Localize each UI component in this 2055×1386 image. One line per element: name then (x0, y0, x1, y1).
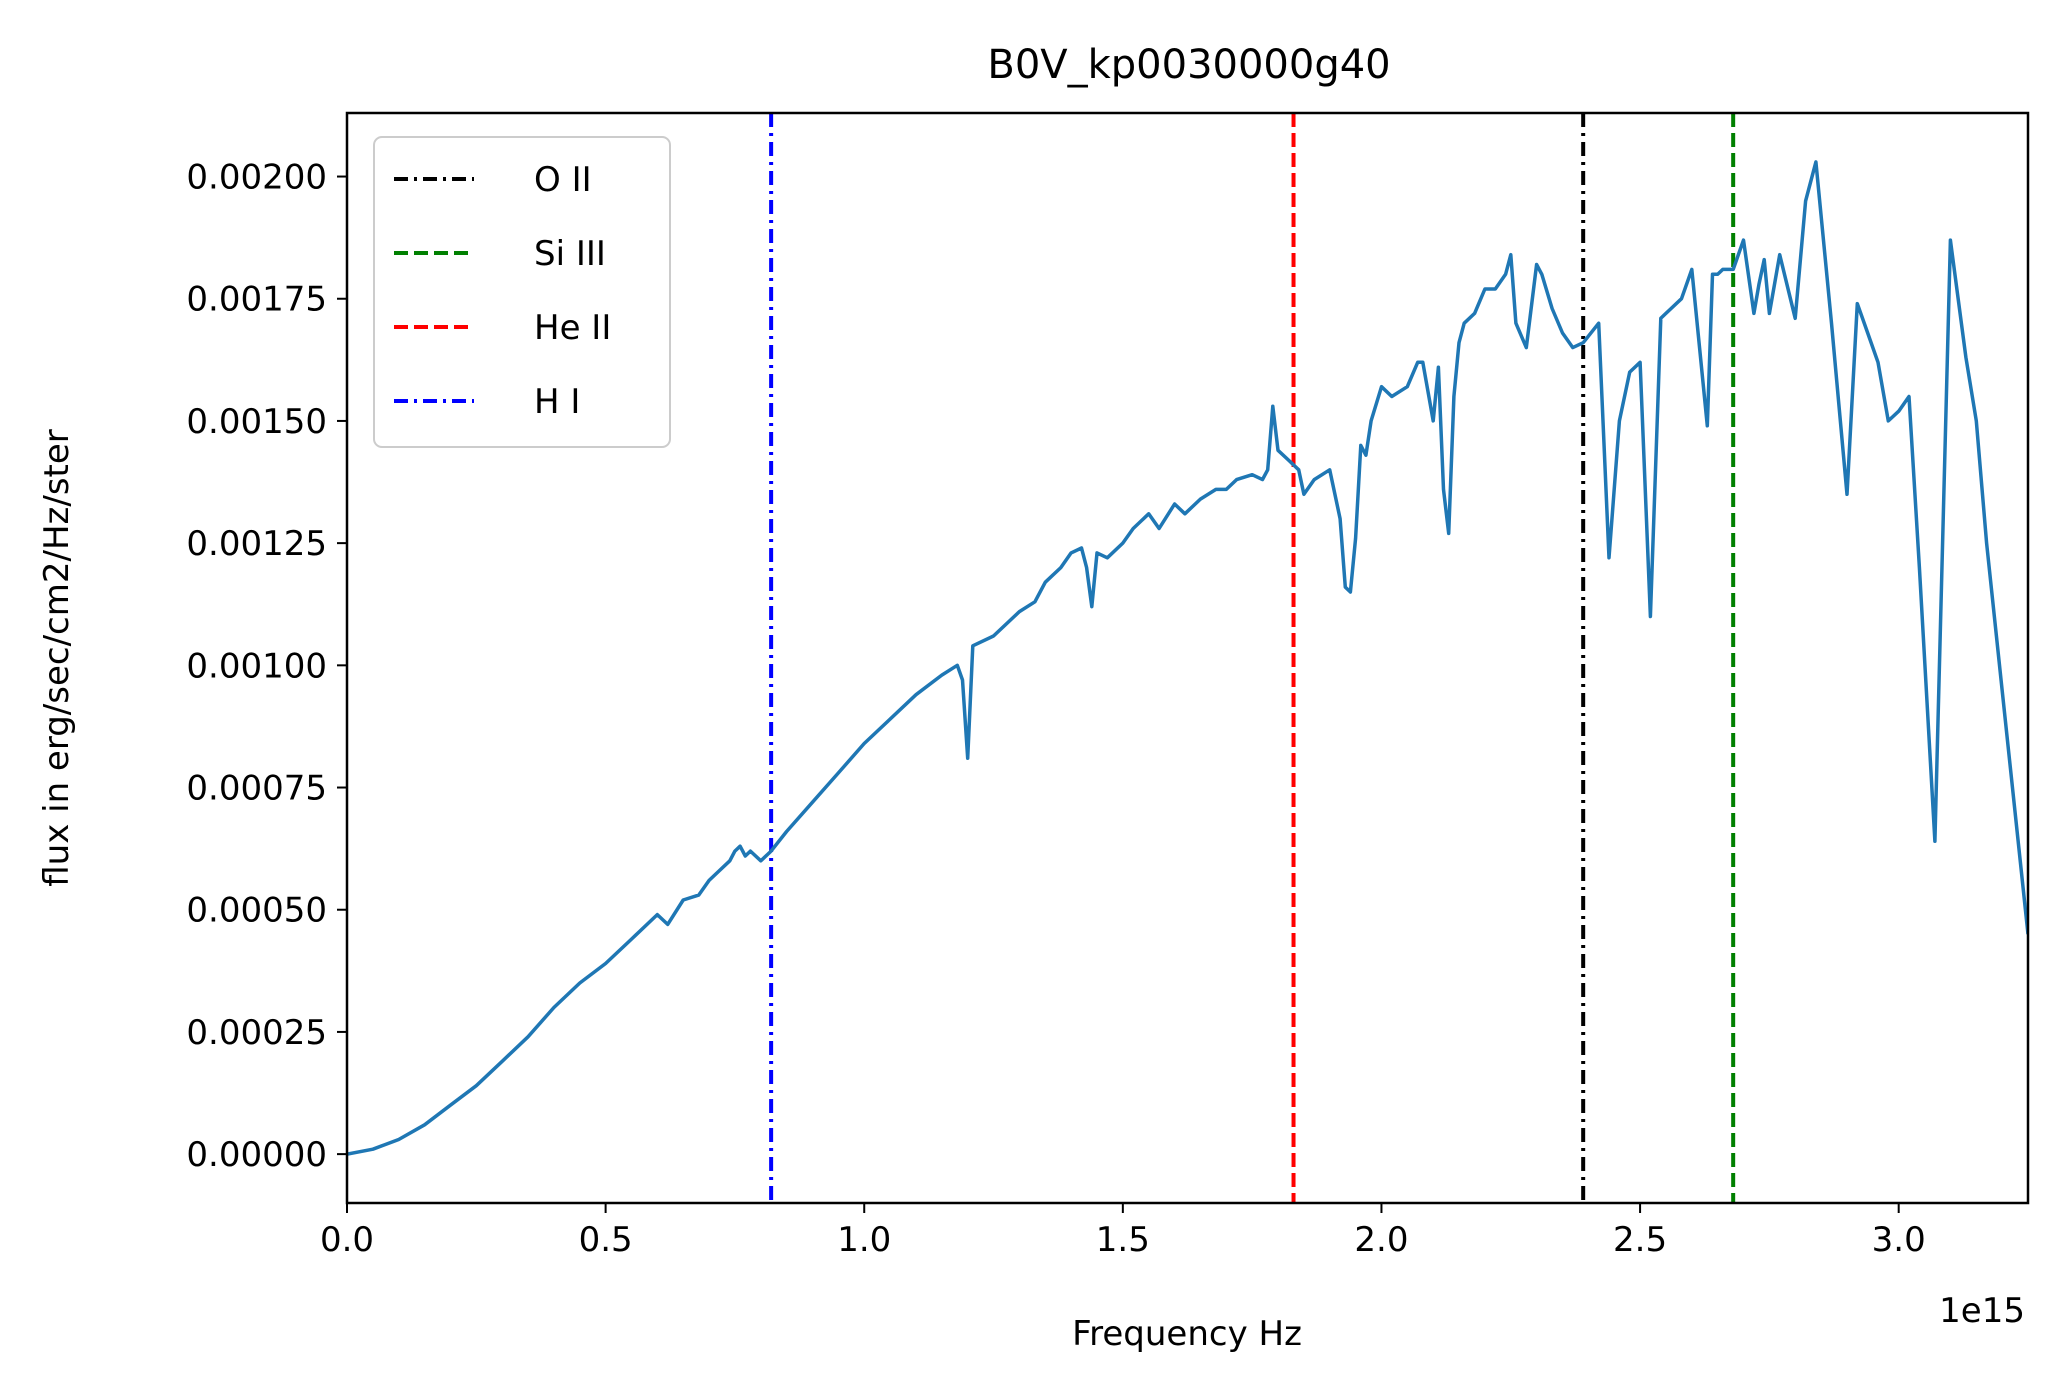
x-tick-label: 0.0 (320, 1220, 374, 1260)
x-axis-label: Frequency Hz (1072, 1314, 1302, 1354)
y-tick-label: 0.00000 (186, 1135, 327, 1175)
legend: O II Si III He II H I (373, 136, 671, 448)
legend-label-o-ii: O II (534, 160, 592, 200)
series-line-0 (347, 160, 2028, 1156)
y-tick-label: 0.00100 (186, 646, 327, 686)
legend-box (373, 136, 671, 448)
x-tick-label: 1.0 (837, 1220, 891, 1260)
y-tick-label: 0.00150 (186, 402, 327, 442)
y-tick-label: 0.00175 (186, 280, 327, 320)
y-axis-label: flux in erg/sec/cm2/Hz/ster (37, 429, 77, 887)
y-tick-label: 0.00050 (186, 891, 327, 931)
x-axis: 0.0 0.5 1.0 1.5 2.0 2.5 3.0 (320, 1203, 1926, 1260)
x-tick-label: 2.5 (1613, 1220, 1667, 1260)
legend-label-si-iii: Si III (534, 234, 606, 274)
y-tick-label: 0.00075 (186, 769, 327, 809)
x-offset-label: 1e15 (1939, 1291, 2025, 1331)
y-axis: 0.00000 0.00025 0.00050 0.00075 0.00100 0.001… (186, 158, 347, 1175)
y-tick-label: 0.00125 (186, 524, 327, 564)
legend-label-he-ii: He II (534, 308, 611, 348)
x-tick-label: 0.5 (579, 1220, 633, 1260)
chart-title: B0V_kp0030000g40 (987, 42, 1390, 88)
plot-frame (345, 111, 2030, 1205)
y-tick-label: 0.00025 (186, 1013, 327, 1053)
y-tick-label: 0.00200 (186, 158, 327, 198)
x-tick-label: 2.0 (1354, 1220, 1408, 1260)
reference-lines (769, 113, 1736, 1203)
legend-label-h-i: H I (534, 382, 580, 422)
data-series (347, 160, 2028, 1156)
x-tick-label: 3.0 (1872, 1220, 1926, 1260)
x-tick-label: 1.5 (1096, 1220, 1150, 1260)
